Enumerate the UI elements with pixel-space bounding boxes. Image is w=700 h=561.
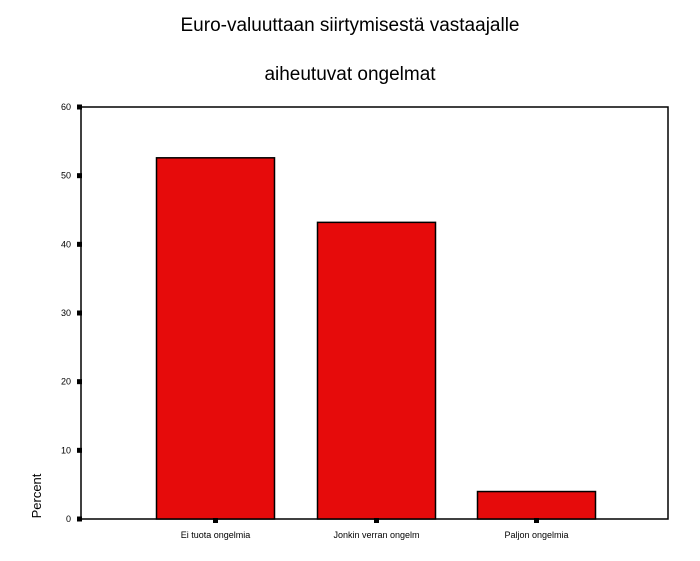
x-tick-label: Ei tuota ongelmia bbox=[181, 530, 251, 540]
y-tick-mark bbox=[77, 173, 82, 179]
bar-2 bbox=[316, 221, 437, 520]
y-tick-label: 0 bbox=[66, 514, 71, 524]
y-tick-label: 50 bbox=[61, 171, 71, 181]
y-axis: 0 10 20 30 40 50 60 bbox=[61, 102, 82, 524]
bar-3 bbox=[476, 490, 597, 520]
y-tick-mark bbox=[77, 310, 82, 316]
y-tick-label: 10 bbox=[61, 445, 71, 455]
x-tick-mark bbox=[374, 518, 379, 523]
y-axis-label: Percent bbox=[29, 473, 44, 518]
chart-title-line-2: aiheutuvat ongelmat bbox=[264, 64, 436, 85]
x-tick-label: Jonkin verran ongelm bbox=[333, 530, 419, 540]
x-tick-mark bbox=[534, 518, 539, 523]
y-tick-mark bbox=[77, 516, 82, 522]
y-tick-mark bbox=[77, 379, 82, 385]
y-tick-label: 30 bbox=[61, 308, 71, 318]
y-tick-mark bbox=[77, 241, 82, 247]
y-tick-label: 40 bbox=[61, 239, 71, 249]
y-tick-label: 60 bbox=[61, 102, 71, 112]
x-tick-mark bbox=[213, 518, 218, 523]
chart-title-line-1: Euro-valuuttaan siirtymisestä vastaajall… bbox=[180, 15, 520, 36]
y-tick-label: 20 bbox=[61, 377, 71, 387]
bars bbox=[155, 157, 597, 520]
y-tick-mark bbox=[77, 104, 82, 110]
bar-1 bbox=[155, 157, 276, 520]
y-tick-mark bbox=[77, 447, 82, 453]
x-tick-label: Paljon ongelmia bbox=[504, 530, 568, 540]
x-axis: Ei tuota ongelmia Jonkin verran ongelm Pal… bbox=[181, 518, 569, 540]
